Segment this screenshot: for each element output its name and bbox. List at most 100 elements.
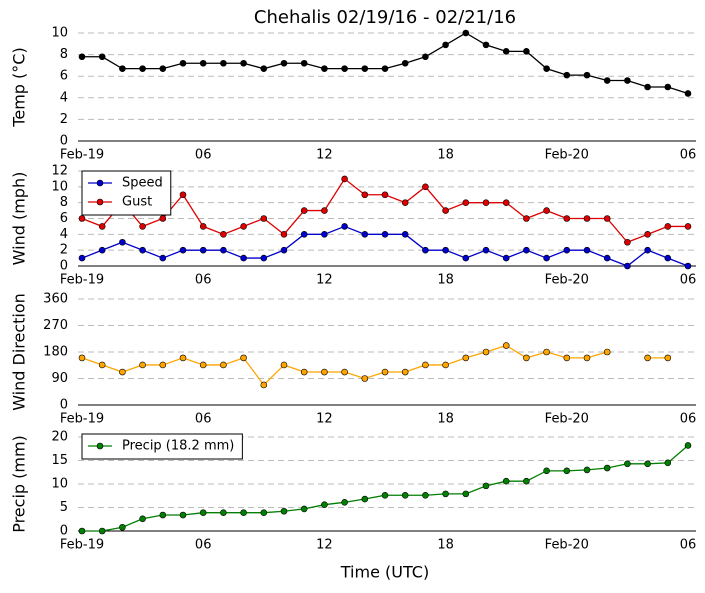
x-tick-label: 06 <box>195 148 212 163</box>
data-point <box>583 71 591 79</box>
y-tick-label: 8 <box>60 195 68 210</box>
data-point <box>78 215 86 222</box>
data-point <box>664 254 672 262</box>
data-point <box>199 59 207 67</box>
y-tick-label: 8 <box>60 47 68 62</box>
x-tick-label: Feb-20 <box>545 148 589 163</box>
data-point <box>644 231 651 238</box>
data-point <box>159 511 167 519</box>
y-axis-label: Precip (mm) <box>10 435 29 533</box>
data-point <box>300 368 308 376</box>
data-point <box>603 215 611 222</box>
chart-title: Chehalis 02/19/16 - 02/21/16 <box>254 7 516 28</box>
legend-marker <box>96 198 104 206</box>
y-tick-label: 360 <box>43 292 68 307</box>
data-point <box>78 354 86 362</box>
data-point <box>583 466 591 474</box>
data-point <box>220 231 227 238</box>
data-point <box>523 48 530 55</box>
data-point <box>300 231 308 238</box>
data-point <box>482 199 490 206</box>
y-tick-label: 6 <box>60 211 68 226</box>
y-tick-label: 6 <box>60 69 68 84</box>
data-point <box>401 491 409 499</box>
data-point <box>644 83 651 91</box>
data-point <box>321 368 328 376</box>
data-point <box>664 83 672 91</box>
data-point <box>563 354 571 362</box>
data-point <box>523 354 530 362</box>
data-point <box>119 523 126 531</box>
data-point <box>179 191 187 199</box>
data-point <box>199 361 207 369</box>
data-point <box>462 199 470 206</box>
y-tick-label: 10 <box>51 179 68 194</box>
y-tick-label: 20 <box>51 430 68 445</box>
data-point <box>381 231 389 238</box>
data-point <box>361 495 369 503</box>
y-axis-label: Wind (mph) <box>10 172 29 266</box>
data-point <box>644 246 651 254</box>
x-tick-label: 12 <box>316 273 333 288</box>
data-point <box>139 515 146 523</box>
data-point <box>220 246 227 254</box>
legend-label: Precip (18.2 mm) <box>122 439 234 454</box>
data-point <box>502 48 510 55</box>
data-point <box>300 505 308 513</box>
data-point <box>422 183 429 191</box>
data-point <box>179 511 187 519</box>
data-point <box>684 90 692 97</box>
data-point <box>664 459 672 467</box>
data-point <box>644 354 651 362</box>
data-point <box>159 215 167 222</box>
data-point <box>300 207 308 214</box>
data-point <box>624 460 631 468</box>
x-tick-label: 06 <box>680 412 697 427</box>
data-point <box>482 246 490 254</box>
data-point <box>624 262 631 270</box>
data-point <box>664 354 672 362</box>
data-point <box>442 490 449 498</box>
x-axis-label: Time (UTC) <box>340 563 429 582</box>
data-point <box>260 381 268 389</box>
data-point <box>583 246 591 254</box>
data-point <box>442 361 449 369</box>
data-point <box>98 223 106 230</box>
data-point <box>98 527 106 535</box>
data-point <box>442 41 449 49</box>
data-point <box>563 246 571 254</box>
data-point <box>563 467 571 475</box>
x-tick-label: Feb-20 <box>545 538 589 553</box>
x-tick-label: Feb-20 <box>545 273 589 288</box>
data-point <box>381 191 389 199</box>
data-point <box>260 254 268 262</box>
data-point <box>220 509 227 516</box>
data-point <box>462 254 470 262</box>
data-point <box>240 223 247 230</box>
y-axis-label: Wind Direction <box>10 293 29 411</box>
data-point <box>422 53 429 61</box>
y-tick-label: 90 <box>51 371 68 386</box>
x-tick-label: 06 <box>680 273 697 288</box>
x-tick-label: Feb-19 <box>60 273 104 288</box>
legend: Precip (18.2 mm) <box>81 433 243 460</box>
series-line <box>82 32 689 95</box>
y-tick-label: 10 <box>51 26 68 41</box>
data-point <box>119 65 126 72</box>
data-point <box>280 507 288 515</box>
data-point <box>98 246 106 254</box>
data-point <box>159 65 167 72</box>
data-point <box>98 53 106 61</box>
data-point <box>240 254 247 262</box>
data-point <box>603 77 611 84</box>
data-point <box>603 348 611 356</box>
data-point <box>240 59 247 67</box>
data-point <box>341 368 348 376</box>
data-point <box>78 53 86 61</box>
legend-marker <box>96 179 104 187</box>
legend-box <box>81 170 172 216</box>
y-tick-label: 10 <box>51 477 68 492</box>
x-tick-label: 18 <box>437 148 454 163</box>
data-point <box>422 361 429 369</box>
